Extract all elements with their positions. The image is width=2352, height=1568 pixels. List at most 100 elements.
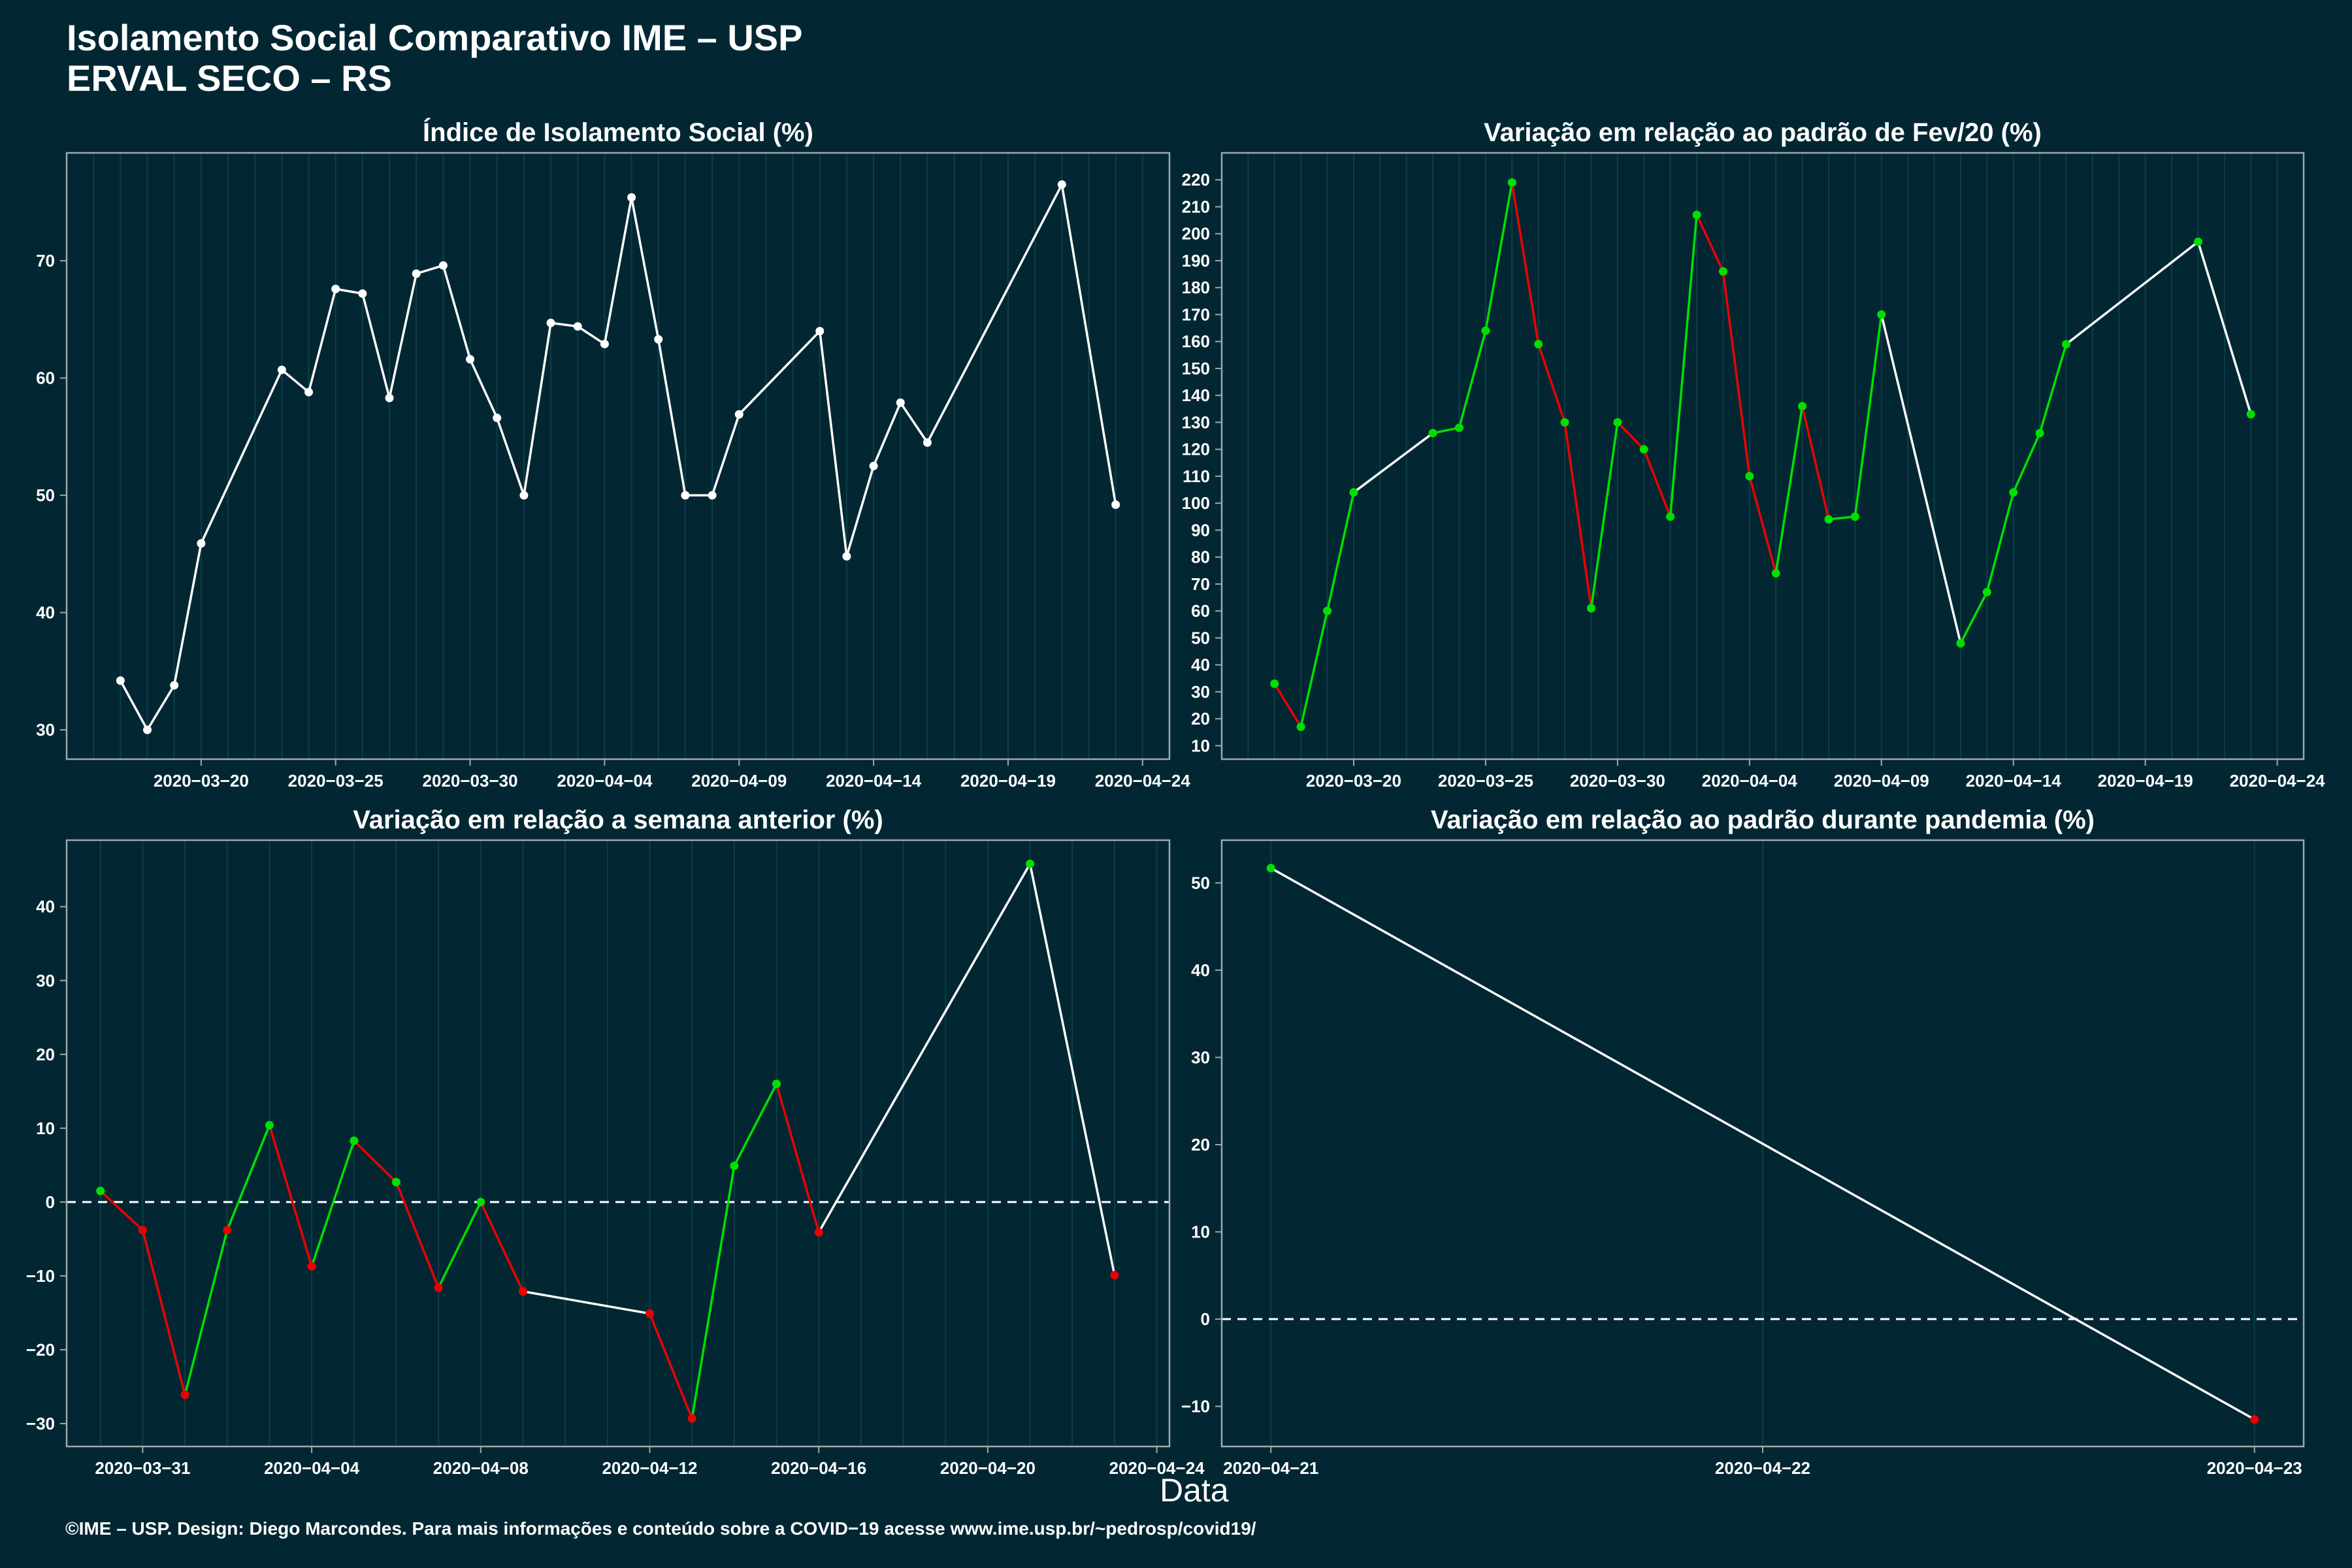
series-segment	[1880, 313, 1962, 645]
x-tick-label: 2020−04−16	[771, 1458, 866, 1478]
data-point	[2246, 410, 2255, 419]
data-point	[815, 327, 825, 336]
series-segment	[99, 1190, 144, 1232]
series-segment	[495, 416, 525, 497]
x-tick-label: 2020−03−31	[95, 1458, 190, 1478]
y-tick-label: 10	[1191, 736, 1210, 755]
series-segment	[184, 1229, 229, 1396]
series-segment	[2065, 240, 2200, 346]
x-tick-label: 2020−04−24	[1095, 771, 1191, 791]
chart-title: Variação em relação ao padrão de Fev/20 …	[1484, 118, 2042, 147]
data-point	[1560, 417, 1569, 427]
data-point	[627, 193, 636, 202]
data-point	[869, 461, 878, 470]
y-tick-label: 50	[36, 485, 55, 505]
data-point	[358, 289, 367, 298]
data-point	[1771, 568, 1780, 578]
data-point	[645, 1309, 655, 1318]
series-segment	[395, 1181, 440, 1289]
data-point	[391, 1177, 400, 1186]
series-segment	[307, 287, 337, 393]
x-tick-label: 2020−04−09	[691, 771, 787, 791]
y-tick-label: 210	[1182, 197, 1210, 216]
data-point	[1349, 488, 1358, 497]
series-segment	[1563, 421, 1593, 610]
series-segment	[442, 264, 472, 361]
series-segment	[437, 1201, 482, 1289]
data-point	[2061, 340, 2070, 349]
data-point	[1718, 267, 1727, 276]
data-point	[1639, 445, 1648, 454]
x-tick-label: 2020−04−19	[2098, 771, 2193, 791]
data-point	[438, 261, 448, 270]
series-segment	[310, 1139, 355, 1267]
series-segment	[361, 292, 391, 399]
series-segment	[268, 1124, 313, 1267]
footer-credit: ©IME – USP. Design: Diego Marcondes. Par…	[65, 1518, 1256, 1539]
data-point	[842, 551, 851, 561]
y-tick-label: 100	[1182, 493, 1210, 513]
data-point	[1428, 429, 1437, 438]
x-tick-label: 2020−04−12	[602, 1458, 697, 1478]
y-tick-label: 40	[36, 897, 55, 917]
y-tick-label: 20	[1191, 709, 1210, 728]
data-point	[265, 1120, 274, 1130]
y-tick-label: 30	[1191, 682, 1210, 702]
data-point	[1613, 417, 1622, 427]
series-segment	[1642, 448, 1672, 518]
series-segment	[872, 401, 902, 468]
series-segment	[1669, 214, 1698, 518]
y-tick-label: 200	[1182, 224, 1210, 244]
data-point	[1877, 310, 1886, 319]
y-tick-label: −30	[26, 1414, 55, 1433]
data-point	[546, 318, 555, 327]
main-subtitle: ERVAL SECO – RS	[67, 57, 392, 99]
plot-frame	[65, 839, 1171, 1448]
data-point	[1982, 587, 1991, 596]
data-point	[2035, 429, 2044, 438]
y-tick-label: 40	[36, 603, 55, 623]
series-segment	[523, 321, 552, 497]
x-tick-label: 2020−03−20	[154, 771, 249, 791]
x-tick-label: 2020−04−04	[1702, 771, 1798, 791]
x-tick-label: 2020−03−20	[1306, 771, 1401, 791]
data-point	[2193, 237, 2202, 246]
x-tick-label: 2020−04−20	[940, 1458, 1036, 1478]
data-point	[1956, 639, 1965, 648]
series-segment	[1590, 421, 1619, 610]
series-segment	[1484, 181, 1514, 332]
data-point	[1481, 326, 1490, 335]
y-tick-label: −20	[26, 1340, 55, 1360]
series-segment	[845, 465, 875, 558]
data-point	[730, 1161, 739, 1170]
series-segment	[733, 1083, 778, 1168]
data-point	[814, 1228, 823, 1237]
x-tick-label: 2020−04−19	[960, 771, 1056, 791]
series-segment	[2038, 343, 2068, 434]
data-point	[277, 365, 286, 374]
series-segment	[1801, 404, 1830, 521]
plot-frame	[65, 152, 1171, 760]
data-point	[2250, 1415, 2259, 1424]
data-point	[331, 284, 340, 293]
data-point	[681, 491, 690, 500]
series-segment	[630, 196, 660, 341]
series-segment	[1326, 491, 1355, 612]
data-point	[600, 340, 609, 349]
series-segment	[1959, 591, 1989, 645]
data-point	[734, 410, 743, 419]
data-point	[1270, 679, 1279, 689]
data-point	[1586, 604, 1595, 613]
series-segment	[1060, 183, 1117, 506]
y-tick-label: −10	[26, 1266, 55, 1286]
series-segment	[1431, 426, 1461, 434]
x-tick-label: 2020−04−22	[1715, 1458, 1810, 1478]
data-point	[197, 539, 206, 548]
series-segment	[226, 1124, 271, 1232]
chart-title: Índice de Isolamento Social (%)	[423, 118, 813, 147]
data-point	[518, 1287, 527, 1296]
series-segment	[1299, 610, 1329, 728]
data-point	[434, 1283, 443, 1292]
data-point	[412, 269, 421, 278]
y-tick-label: 90	[1191, 520, 1210, 540]
